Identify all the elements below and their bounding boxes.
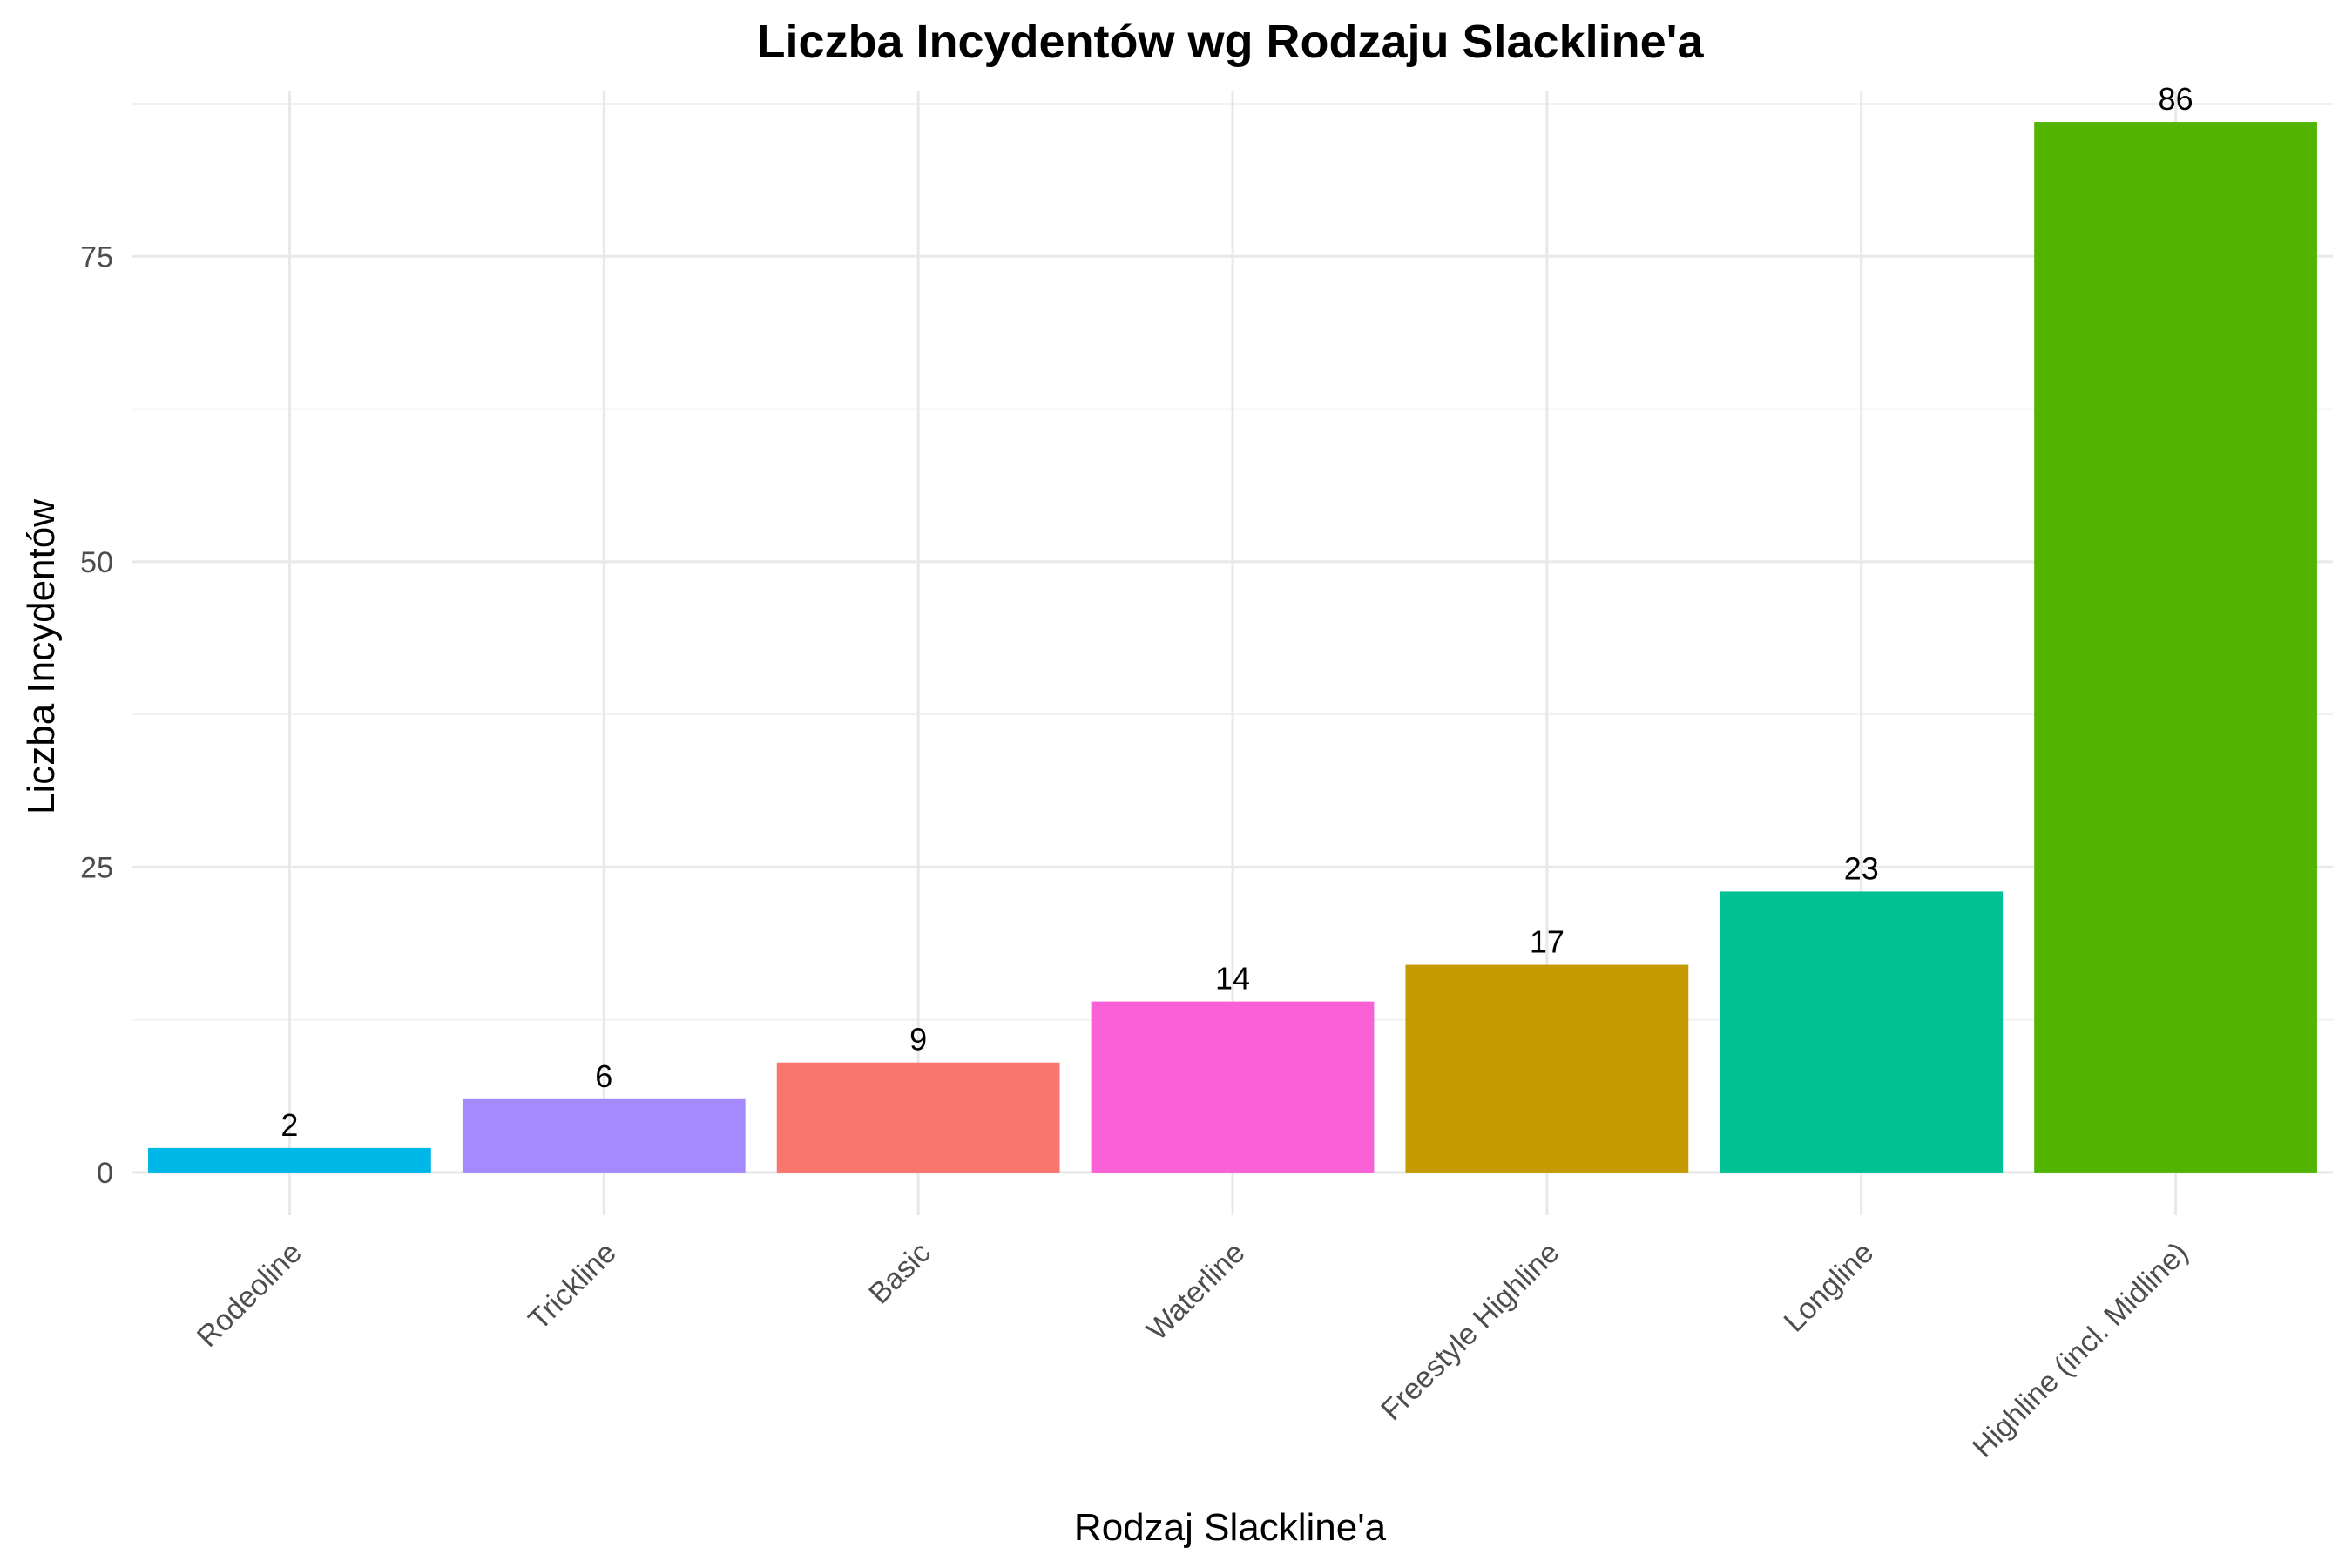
data-label: 2	[280, 1107, 298, 1143]
data-label: 6	[595, 1058, 612, 1094]
bar	[1405, 964, 1689, 1173]
data-label: 14	[1215, 961, 1250, 997]
data-label: 86	[2159, 81, 2193, 117]
bar	[148, 1147, 431, 1173]
data-label: 9	[909, 1022, 927, 1058]
bar	[1720, 891, 2004, 1173]
data-label: 23	[1844, 850, 1879, 886]
bar	[776, 1062, 1060, 1173]
y-tick-label: 25	[80, 851, 113, 884]
bar	[1091, 1001, 1375, 1173]
chart-title: Liczba Incydentów wg Rodzaju Slackline'a	[756, 16, 1704, 68]
y-tick-label: 75	[80, 240, 113, 274]
bar	[2034, 122, 2317, 1173]
bar	[462, 1098, 746, 1173]
y-tick-label: 50	[80, 546, 113, 579]
x-axis-title: Rodzaj Slackline'a	[1074, 1506, 1387, 1549]
x-tick-label: Trickline	[522, 1236, 622, 1336]
x-tick-label: Waterline	[1140, 1236, 1252, 1348]
x-tick-label: Highline (incl. Midline)	[1966, 1236, 2194, 1464]
y-tick-layer: 0 25 50 75	[80, 240, 113, 1190]
x-tick-label: Longline	[1778, 1236, 1881, 1339]
data-label-layer: 2 6 9 14 17 23 86	[280, 81, 2193, 1143]
x-tick-layer: Rodeoline Trickline Basic Waterline Freestyl…	[191, 1236, 2194, 1464]
y-tick-label: 0	[97, 1157, 113, 1190]
y-axis-title: Liczba Incydentów	[20, 499, 63, 814]
x-tick-label: Freestyle Highline	[1375, 1236, 1565, 1427]
data-label: 17	[1530, 924, 1565, 960]
x-tick-label: Rodeoline	[191, 1236, 308, 1354]
bar-layer	[148, 122, 2317, 1173]
x-tick-label: Basic	[862, 1236, 937, 1311]
